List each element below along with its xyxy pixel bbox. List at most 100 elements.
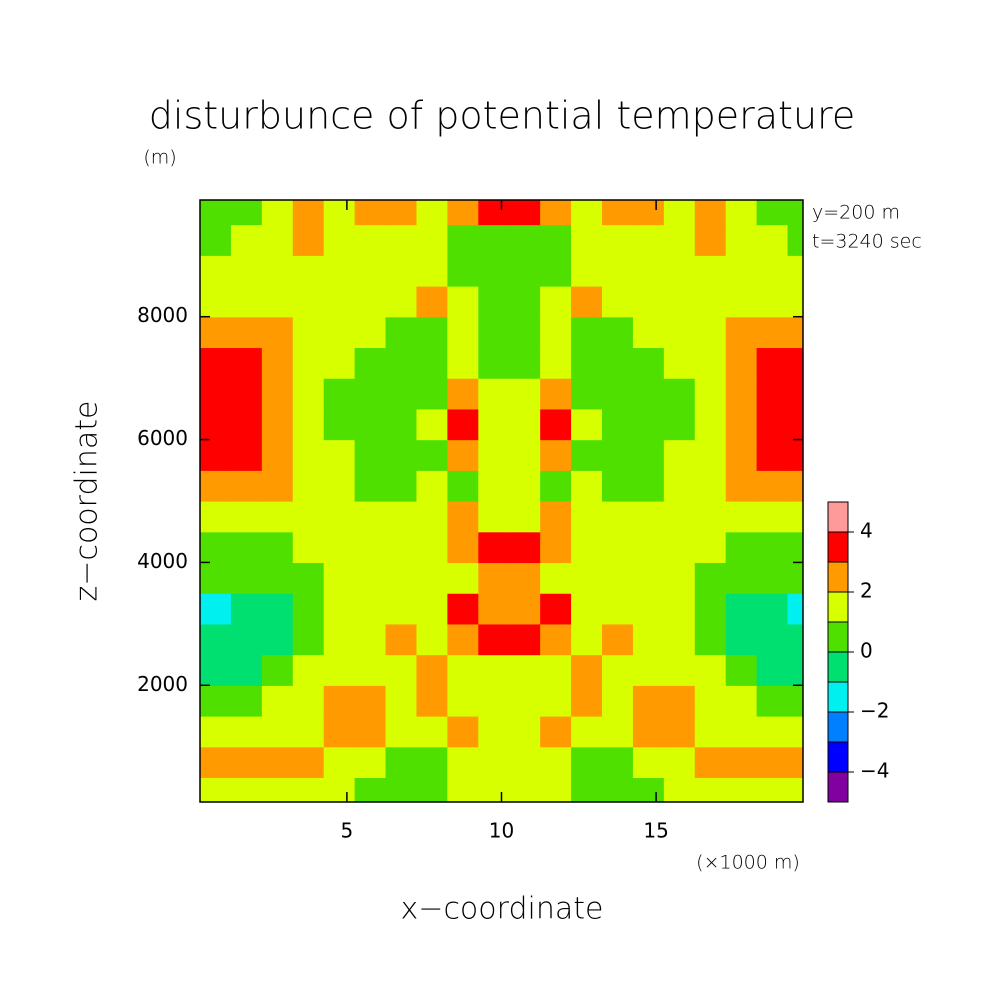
contour-cell xyxy=(694,347,727,379)
contour-cell xyxy=(663,316,696,349)
contour-cell xyxy=(354,286,387,318)
contour-cell xyxy=(323,746,356,779)
contour-cell xyxy=(292,255,325,287)
contour-cell xyxy=(292,347,325,379)
contour-cell xyxy=(385,224,418,256)
contour-cell xyxy=(292,685,325,717)
contour-cell xyxy=(571,316,603,349)
contour-cell xyxy=(540,378,572,410)
contour-cell xyxy=(416,255,448,287)
contour-cell xyxy=(540,408,572,441)
contour-cell xyxy=(571,593,603,625)
contour-cell xyxy=(756,746,789,779)
contour-cell xyxy=(571,470,603,502)
contour-cell xyxy=(540,255,572,287)
colorbar-swatch xyxy=(827,711,849,743)
y-tick-label: 6000 xyxy=(137,426,188,450)
contour-cell xyxy=(787,470,803,502)
contour-cell xyxy=(694,200,727,226)
colorbar-swatch xyxy=(827,531,849,563)
contour-cell xyxy=(509,685,541,717)
contour-cell xyxy=(632,255,665,287)
contour-cell xyxy=(663,654,696,686)
contour-cell xyxy=(292,470,325,502)
contour-cell xyxy=(261,286,294,318)
contour-cell xyxy=(385,777,418,802)
contour-cell xyxy=(416,685,448,717)
contour-cell xyxy=(261,685,294,717)
contour-cell xyxy=(416,654,448,686)
contour-cell xyxy=(694,439,727,471)
contour-cell xyxy=(756,316,789,349)
contour-cell xyxy=(323,378,356,410)
contour-cell xyxy=(478,200,510,226)
contour-cell xyxy=(571,439,603,471)
contour-cell xyxy=(230,316,263,349)
contour-cell xyxy=(571,255,603,287)
contour-cell xyxy=(261,746,294,779)
contour-cell xyxy=(540,716,572,748)
colorbar-swatch xyxy=(827,771,849,803)
contour-cell xyxy=(509,347,541,379)
contour-cell xyxy=(200,255,232,287)
contour-cell xyxy=(230,716,263,748)
contour-cell xyxy=(416,200,448,226)
contour-cell xyxy=(292,316,325,349)
contour-cell xyxy=(509,501,541,533)
contour-cell xyxy=(540,439,572,471)
contour-cell xyxy=(632,685,665,717)
contour-cell xyxy=(632,777,665,802)
contour-cell xyxy=(509,654,541,686)
contour-cell xyxy=(416,316,448,349)
contour-cell xyxy=(200,716,232,748)
contour-cell xyxy=(292,408,325,441)
contour-cell xyxy=(509,316,541,349)
contour-cell xyxy=(447,347,479,379)
contour-cell xyxy=(602,200,634,226)
contour-cell xyxy=(416,501,448,533)
contour-cell xyxy=(478,378,510,410)
contour-cell xyxy=(323,347,356,379)
contour-cell xyxy=(230,562,263,594)
contour-cell xyxy=(478,531,510,564)
contour-cell xyxy=(756,408,789,441)
contour-cell xyxy=(694,685,727,717)
contour-cell xyxy=(416,623,448,656)
contour-cell xyxy=(787,347,803,379)
contour-cell xyxy=(292,200,325,226)
contour-cell xyxy=(447,623,479,656)
contour-cell xyxy=(478,347,510,379)
contour-cell xyxy=(447,470,479,502)
contour-cell xyxy=(509,562,541,594)
contour-cell xyxy=(385,716,418,748)
contour-cell xyxy=(571,347,603,379)
contour-cell xyxy=(292,531,325,564)
contour-cell xyxy=(756,716,789,748)
contour-cell xyxy=(632,408,665,441)
contour-cell xyxy=(725,224,758,256)
contour-cell xyxy=(632,286,665,318)
contour-cell xyxy=(200,408,232,441)
contour-cell xyxy=(663,685,696,717)
contour-cell xyxy=(787,255,803,287)
contour-cell xyxy=(663,224,696,256)
contour-cell xyxy=(632,347,665,379)
contour-cell xyxy=(354,531,387,564)
contour-cell xyxy=(447,746,479,779)
contour-cell xyxy=(571,716,603,748)
contour-cell xyxy=(725,408,758,441)
contour-cell xyxy=(385,623,418,656)
contour-cell xyxy=(323,593,356,625)
contour-cell xyxy=(354,593,387,625)
contour-cell xyxy=(509,200,541,226)
contour-cell xyxy=(632,531,665,564)
contour-cell xyxy=(602,439,634,471)
contour-cell xyxy=(787,777,803,802)
contour-cell xyxy=(385,562,418,594)
contour-cell xyxy=(385,378,418,410)
contour-cell xyxy=(725,286,758,318)
contour-cell xyxy=(261,531,294,564)
contour-cell xyxy=(261,716,294,748)
contour-cell xyxy=(632,623,665,656)
